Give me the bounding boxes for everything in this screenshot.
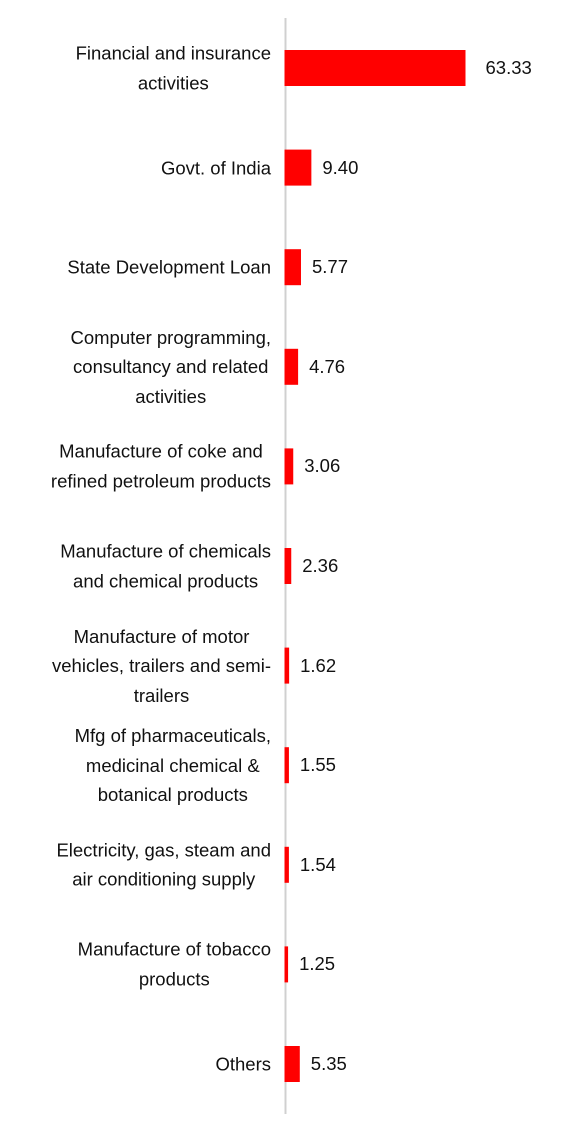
bar-4 [284,448,294,485]
value-label-0: 63.33 [485,57,532,78]
bar-0 [284,50,466,86]
bar-8 [284,846,289,883]
category-label-8: Electricity, gas, steam and air conditio… [56,839,271,890]
value-label-3: 4.76 [309,355,346,377]
value-label-4: 3.06 [304,455,341,477]
bar-10 [284,1046,300,1082]
bar-9 [284,946,289,983]
category-label-5: Manufacture of chemicals and chemical pr… [60,540,271,592]
bar-6 [284,647,290,684]
bar-3 [284,348,299,385]
category-label-4: Manufacture of coke and refined petroleu… [50,440,271,492]
category-label-2: State Development Loan [67,256,271,278]
value-label-7: 1.55 [299,754,336,776]
category-label-1: Govt. of India [160,156,271,178]
category-label-6: Manufacture of motor vehicles, trailers … [52,625,271,706]
bar-1 [284,149,312,186]
value-label-10: 5.35 [310,1053,347,1074]
value-label-6: 1.62 [300,654,337,676]
category-label-0: Financial and insurance activities [75,42,271,94]
category-label-7: Mfg of pharmaceuticals, medicinal chemic… [74,724,271,805]
bar-5 [284,548,292,584]
value-label-5: 2.36 [302,555,339,576]
category-label-3: Computer programming, consultancy and re… [70,326,272,407]
category-label-10: Others [215,1053,271,1075]
bar-2 [284,249,301,286]
category-label-9: Manufacture of tobacco products [77,938,271,990]
bar-7 [284,747,289,784]
value-label-9: 1.25 [299,953,336,975]
value-label-1: 9.40 [322,156,359,178]
value-label-2: 5.77 [311,256,348,278]
value-label-8: 1.54 [299,853,336,875]
